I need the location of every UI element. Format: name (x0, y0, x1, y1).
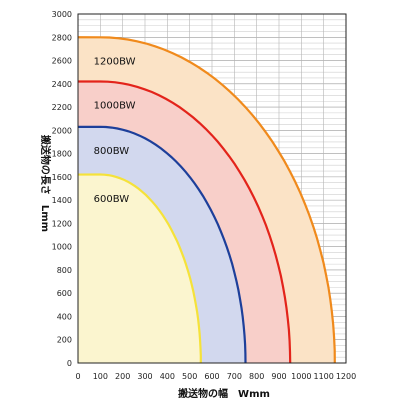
x-tick-labels: 0 100 200 300 400 500 600 700 800 900 1000 1100 1200 (75, 372, 356, 381)
y-tick-label: 200 (57, 336, 72, 345)
x-tick-label: 200 (115, 372, 130, 381)
y-tick-label: 400 (57, 312, 72, 321)
x-tick-label: 400 (160, 372, 175, 381)
x-axis-title: 搬送物の幅 Wmm (178, 387, 270, 400)
y-tick-label: 600 (57, 289, 72, 298)
x-tick-label: 700 (227, 372, 242, 381)
y-tick-label: 2000 (52, 126, 72, 135)
area-fill-600BW (78, 174, 201, 363)
x-tick-label: 500 (182, 372, 197, 381)
x-tick-label: 800 (249, 372, 264, 381)
series-labels: 1200BW 1000BW 800BW 600BW (94, 57, 136, 205)
y-axis-title: 搬送物の長さ Lmm (39, 135, 52, 232)
x-tick-label: 0 (75, 372, 80, 381)
y-tick-label: 2400 (52, 80, 72, 89)
series-label-800BW: 800BW (94, 146, 130, 157)
x-tick-label: 1000 (291, 372, 311, 381)
y-tick-labels: 0 200 400 600 800 1000 1200 1400 1600 1800 2000 220… (52, 10, 72, 368)
y-tick-label: 3000 (52, 10, 72, 19)
y-tick-label: 1800 (52, 150, 72, 159)
x-tick-label: 1200 (336, 372, 356, 381)
y-tick-label: 1000 (52, 243, 72, 252)
series-label-1200BW: 1200BW (94, 57, 136, 68)
series-label-1000BW: 1000BW (94, 101, 136, 112)
x-tick-label: 600 (204, 372, 219, 381)
plot-frame (77, 13, 347, 364)
x-tick-label: 300 (137, 372, 152, 381)
y-tick-label: 1600 (52, 173, 72, 182)
series-line-1000BW (77, 80, 292, 364)
y-tick-label: 0 (67, 359, 72, 368)
series-line-1200BW (77, 36, 336, 364)
y-tick-label: 2200 (52, 103, 72, 112)
series-line-600BW (77, 173, 202, 363)
y-tick-label: 1400 (52, 196, 72, 205)
y-tick-label: 2600 (52, 57, 72, 66)
series-label-600BW: 600BW (94, 194, 130, 205)
y-tick-label: 800 (57, 266, 72, 275)
y-tick-label: 1200 (52, 219, 72, 228)
y-tick-label: 2800 (52, 33, 72, 42)
series-line-800BW (77, 125, 247, 364)
x-tick-label: 1100 (313, 372, 333, 381)
area-fills (78, 37, 335, 364)
x-tick-label: 900 (271, 372, 286, 381)
x-tick-label: 100 (93, 372, 108, 381)
series-lines (77, 36, 336, 364)
